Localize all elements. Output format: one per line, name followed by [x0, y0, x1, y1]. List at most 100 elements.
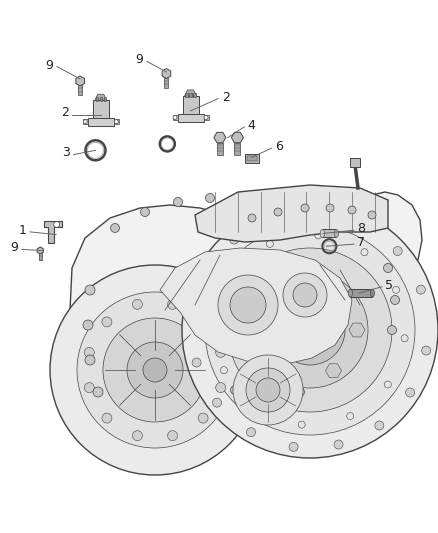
Circle shape — [198, 317, 208, 327]
Circle shape — [168, 431, 177, 441]
Circle shape — [301, 204, 309, 212]
Polygon shape — [349, 323, 365, 337]
Circle shape — [182, 202, 438, 458]
Ellipse shape — [348, 289, 353, 297]
Text: 8: 8 — [357, 222, 365, 235]
Circle shape — [296, 387, 304, 397]
Text: 2: 2 — [222, 91, 230, 103]
Polygon shape — [325, 364, 342, 378]
Circle shape — [83, 120, 87, 124]
Text: 9: 9 — [11, 241, 18, 254]
Text: 7: 7 — [357, 236, 365, 249]
Polygon shape — [184, 90, 197, 96]
Circle shape — [85, 348, 94, 358]
Circle shape — [247, 427, 255, 437]
Text: 5: 5 — [385, 279, 393, 292]
Bar — [204, 115, 208, 120]
Circle shape — [85, 355, 95, 365]
Circle shape — [228, 248, 392, 412]
Bar — [88, 118, 114, 126]
Polygon shape — [95, 94, 107, 100]
Text: 3: 3 — [62, 147, 70, 159]
Circle shape — [283, 273, 327, 317]
Circle shape — [384, 263, 392, 272]
Circle shape — [77, 292, 233, 448]
Circle shape — [269, 213, 278, 222]
Polygon shape — [279, 364, 294, 378]
Circle shape — [110, 223, 120, 232]
Circle shape — [292, 312, 328, 348]
Bar — [95, 97, 98, 101]
Bar — [99, 97, 102, 101]
Circle shape — [406, 388, 415, 397]
Circle shape — [114, 120, 118, 124]
Bar — [185, 93, 188, 97]
Circle shape — [326, 204, 334, 212]
Polygon shape — [76, 76, 85, 86]
Circle shape — [417, 285, 425, 294]
Bar — [78, 85, 82, 95]
Circle shape — [230, 235, 239, 244]
Bar — [39, 253, 42, 260]
Polygon shape — [44, 221, 62, 244]
Circle shape — [192, 358, 201, 367]
Circle shape — [388, 326, 396, 335]
Polygon shape — [255, 323, 271, 337]
Bar — [164, 78, 169, 87]
Circle shape — [85, 285, 95, 295]
Circle shape — [293, 283, 317, 307]
Circle shape — [375, 421, 384, 430]
Circle shape — [201, 270, 210, 279]
Text: 1: 1 — [18, 224, 26, 237]
Circle shape — [188, 313, 197, 322]
Bar — [103, 97, 106, 101]
Bar — [83, 119, 88, 124]
Text: 2: 2 — [61, 107, 69, 119]
Ellipse shape — [371, 289, 374, 297]
Bar — [193, 93, 196, 97]
Circle shape — [230, 287, 266, 323]
Circle shape — [212, 398, 222, 407]
Circle shape — [348, 206, 356, 214]
Text: 9: 9 — [135, 53, 143, 66]
Bar — [173, 115, 177, 120]
Circle shape — [132, 300, 142, 309]
Polygon shape — [195, 185, 388, 242]
Ellipse shape — [320, 229, 325, 238]
Bar — [217, 142, 223, 155]
Circle shape — [218, 275, 278, 335]
Circle shape — [127, 342, 183, 398]
Bar — [247, 156, 257, 161]
Circle shape — [334, 440, 343, 449]
Bar — [350, 289, 372, 297]
Circle shape — [422, 346, 431, 355]
Circle shape — [275, 295, 345, 365]
Polygon shape — [231, 132, 244, 143]
Circle shape — [215, 348, 226, 358]
Circle shape — [143, 358, 167, 382]
Circle shape — [215, 383, 226, 393]
Circle shape — [274, 208, 282, 216]
Polygon shape — [37, 247, 43, 254]
Circle shape — [205, 193, 215, 203]
Polygon shape — [162, 69, 171, 78]
Circle shape — [233, 355, 303, 425]
Ellipse shape — [334, 229, 339, 238]
Circle shape — [168, 300, 177, 309]
Circle shape — [173, 198, 183, 206]
Bar — [245, 155, 259, 163]
Bar — [234, 142, 240, 155]
Text: 4: 4 — [247, 119, 255, 132]
Circle shape — [248, 214, 256, 222]
Text: 9: 9 — [46, 59, 53, 71]
Circle shape — [368, 211, 376, 219]
Circle shape — [132, 431, 142, 441]
Polygon shape — [279, 282, 294, 296]
Circle shape — [391, 295, 399, 304]
Circle shape — [102, 413, 112, 423]
Polygon shape — [160, 248, 352, 365]
Circle shape — [102, 317, 112, 327]
Circle shape — [393, 247, 402, 255]
Circle shape — [230, 385, 240, 394]
Bar — [350, 158, 360, 167]
